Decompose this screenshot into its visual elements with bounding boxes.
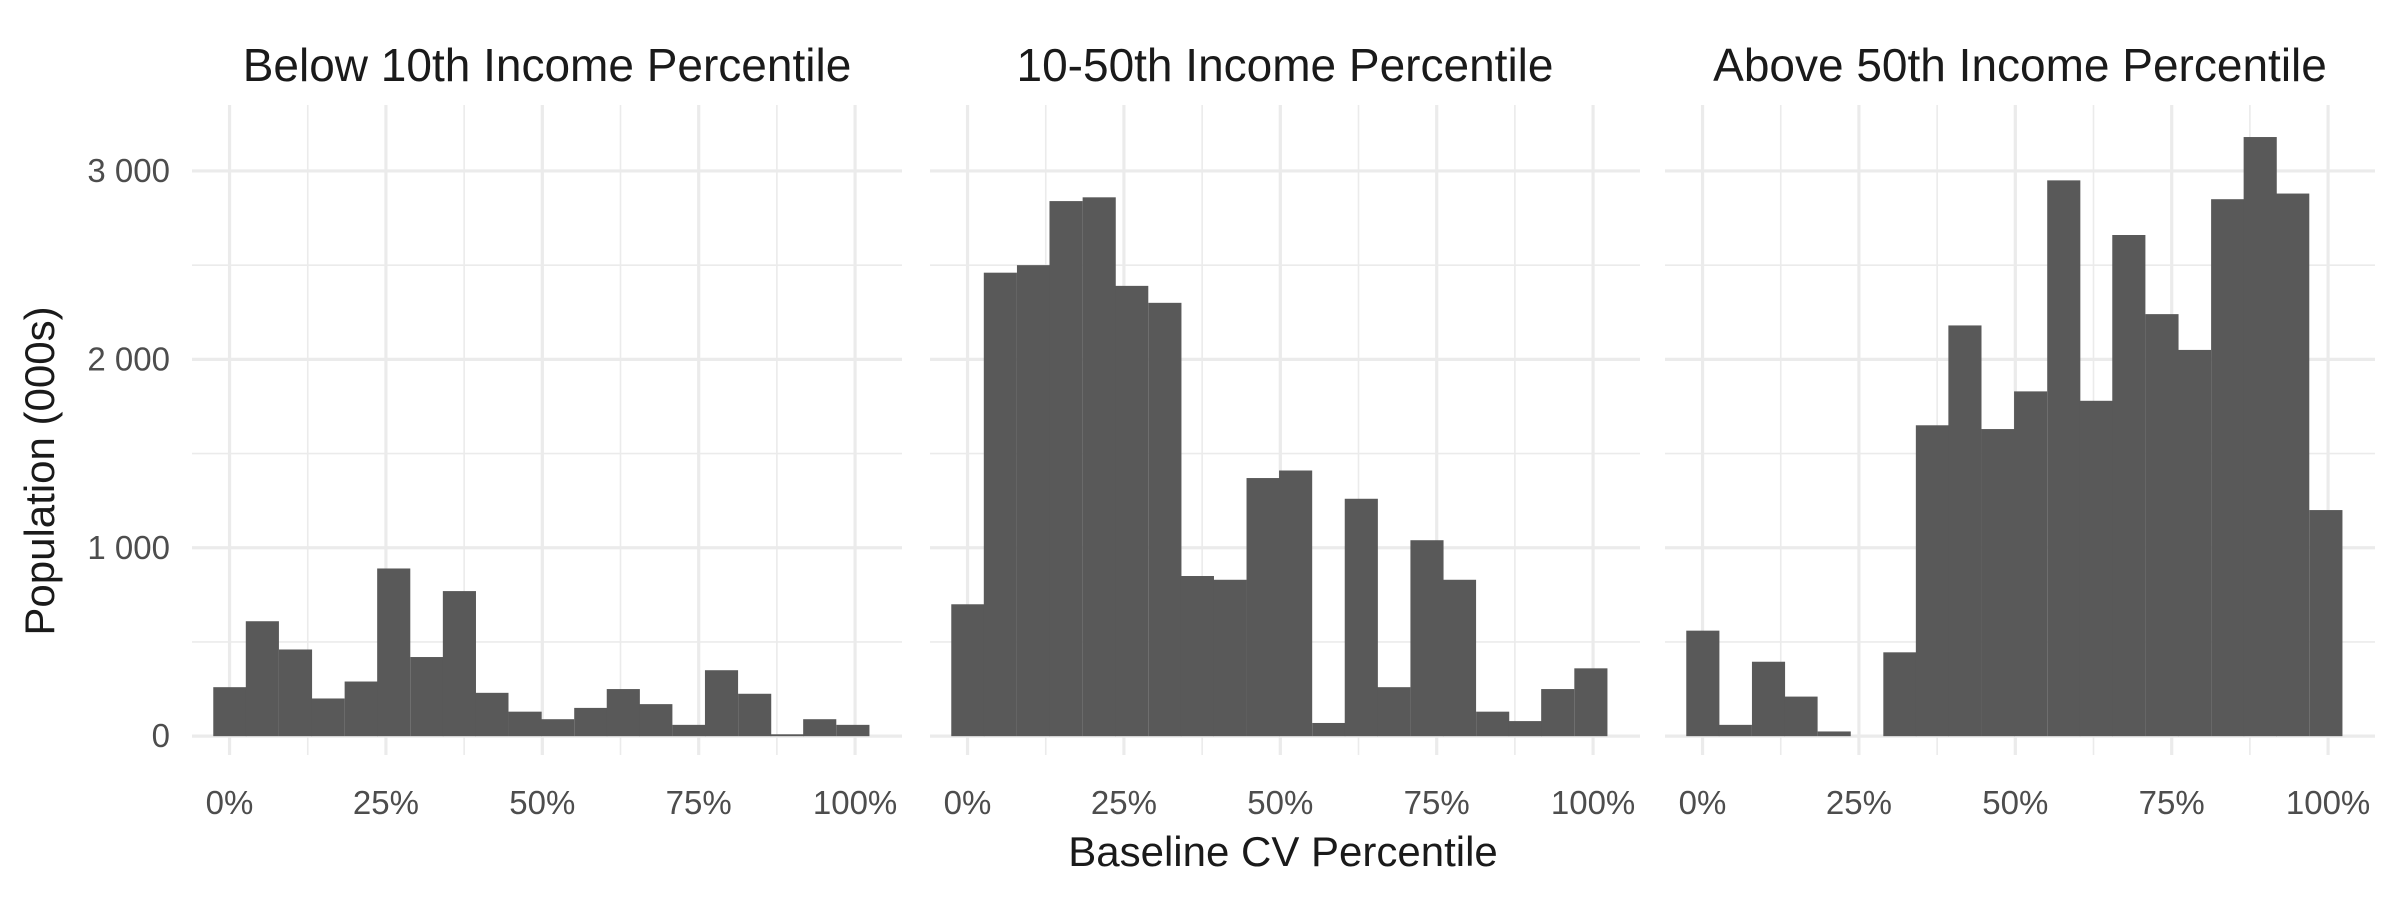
- y-tick-label: 1 000: [87, 529, 170, 566]
- y-tick-label: 3 000: [87, 152, 170, 189]
- histogram-bar: [377, 568, 411, 737]
- histogram-bar: [983, 272, 1017, 737]
- histogram-bar: [836, 724, 870, 737]
- y-tick-label: 0: [152, 717, 170, 754]
- histogram-bar: [1476, 711, 1510, 737]
- histogram-bar: [1686, 630, 1720, 737]
- histogram-bar: [278, 649, 313, 737]
- histogram-bar: [1817, 731, 1851, 737]
- histogram-bar: [1049, 201, 1083, 737]
- histogram-bar: [410, 657, 444, 737]
- chart-panels: 0% 25% 50% 75% 100% Below 10th Income Percent…: [192, 39, 2375, 821]
- histogram-bar: [1312, 722, 1346, 737]
- histogram-bar: [704, 670, 739, 737]
- histogram-bar: [1508, 721, 1542, 737]
- x-axis-title: Baseline CV Percentile: [1068, 828, 1498, 875]
- panel-3: 0% 25% 50% 75% 100% Above 50th Income Percent…: [1665, 39, 2375, 821]
- x-tick-label: 75%: [2139, 784, 2205, 821]
- panel-1: 0% 25% 50% 75% 100% Below 10th Income Percent…: [192, 39, 902, 821]
- x-tick-label: 50%: [509, 784, 575, 821]
- histogram-bar: [475, 692, 509, 737]
- panel-title: Below 10th Income Percentile: [243, 39, 852, 91]
- histogram-bar: [574, 707, 608, 737]
- x-tick-label: 0%: [1679, 784, 1727, 821]
- x-tick-label: 100%: [2286, 784, 2370, 821]
- panel-title: Above 50th Income Percentile: [1713, 39, 2327, 91]
- histogram-bar: [1915, 425, 1949, 737]
- y-axis: 0 1 000 2 000 3 000: [87, 152, 170, 754]
- histogram-bar: [1377, 687, 1411, 737]
- histogram-bar: [1751, 661, 1786, 737]
- x-tick-label: 50%: [1982, 784, 2048, 821]
- histogram-bar: [1981, 429, 2015, 737]
- x-tick-label: 25%: [353, 784, 419, 821]
- histogram-bar: [1344, 498, 1378, 737]
- histogram-bar: [344, 681, 378, 737]
- histogram-bar: [1180, 576, 1214, 737]
- histogram-bar: [1016, 265, 1051, 737]
- histogram-bar: [2145, 314, 2179, 737]
- histogram-bar: [1718, 724, 1752, 737]
- y-tick-label: 2 000: [87, 340, 170, 377]
- histogram-bar: [1784, 696, 1818, 737]
- histogram-bar: [639, 704, 673, 737]
- histogram-bar: [2276, 193, 2310, 737]
- histogram-bar: [2309, 510, 2343, 737]
- panel-2: 0% 25% 50% 75% 100% 10-50th Income Percentile: [930, 39, 1640, 821]
- histogram-bar: [1948, 325, 1982, 737]
- histogram-bar: [2243, 137, 2277, 737]
- histogram-bar: [803, 719, 837, 737]
- histogram-bar: [2177, 349, 2212, 737]
- x-tick-label: 25%: [1826, 784, 1892, 821]
- histogram-bar: [1574, 668, 1608, 737]
- histogram-bar: [770, 734, 804, 737]
- histogram-bar: [1442, 579, 1477, 737]
- histogram-bar: [606, 689, 640, 737]
- x-tick-label: 100%: [813, 784, 897, 821]
- histogram-bar: [738, 693, 772, 737]
- x-tick-label: 50%: [1247, 784, 1313, 821]
- histogram-bar: [2112, 235, 2146, 737]
- histogram-bar: [1115, 285, 1149, 737]
- histogram-bar: [1279, 470, 1313, 737]
- x-tick-label: 75%: [666, 784, 732, 821]
- histogram-bar: [508, 711, 542, 737]
- histogram-bar: [1213, 579, 1247, 737]
- histogram-bar: [1883, 652, 1917, 737]
- x-tick-label: 100%: [1551, 784, 1635, 821]
- histogram-bar: [1410, 540, 1444, 737]
- histogram-bar: [245, 621, 279, 737]
- y-axis-title: Population (000s): [16, 306, 63, 635]
- histogram-bar: [442, 591, 476, 737]
- histogram-bar: [1541, 689, 1575, 737]
- histogram-bar: [672, 724, 706, 737]
- x-tick-label: 0%: [206, 784, 254, 821]
- histogram-bar: [311, 698, 345, 737]
- histogram-bar: [541, 719, 575, 737]
- histogram-bar: [213, 687, 247, 737]
- histogram-bar: [2211, 199, 2245, 737]
- histogram-bar: [1246, 478, 1280, 737]
- histogram-bar: [951, 604, 985, 737]
- x-tick-label: 25%: [1091, 784, 1157, 821]
- x-tick-label: 0%: [944, 784, 992, 821]
- panel-title: 10-50th Income Percentile: [1017, 39, 1554, 91]
- histogram-bar: [2079, 400, 2113, 737]
- x-tick-label: 75%: [1404, 784, 1470, 821]
- histogram-bar: [2014, 391, 2048, 737]
- histogram-bar: [1148, 302, 1182, 737]
- histogram-bar: [1082, 197, 1116, 737]
- histogram-bar: [2047, 180, 2081, 737]
